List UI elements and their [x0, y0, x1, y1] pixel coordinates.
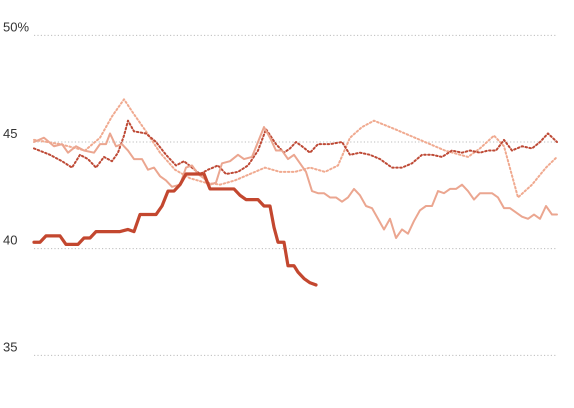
y-tick-label-35: 35	[3, 339, 17, 354]
grid-layer	[34, 34, 557, 356]
series-line-4	[32, 172, 318, 287]
y-axis-ticks: 35 40 45 50%	[3, 19, 29, 354]
series-layer	[32, 98, 558, 287]
series-line-1	[33, 98, 558, 199]
y-tick-label-40: 40	[3, 233, 17, 248]
series-line-3	[33, 126, 558, 239]
y-tick-label-50: 50%	[3, 19, 29, 34]
y-tick-label-45: 45	[3, 126, 17, 141]
series-line-2	[33, 119, 558, 175]
